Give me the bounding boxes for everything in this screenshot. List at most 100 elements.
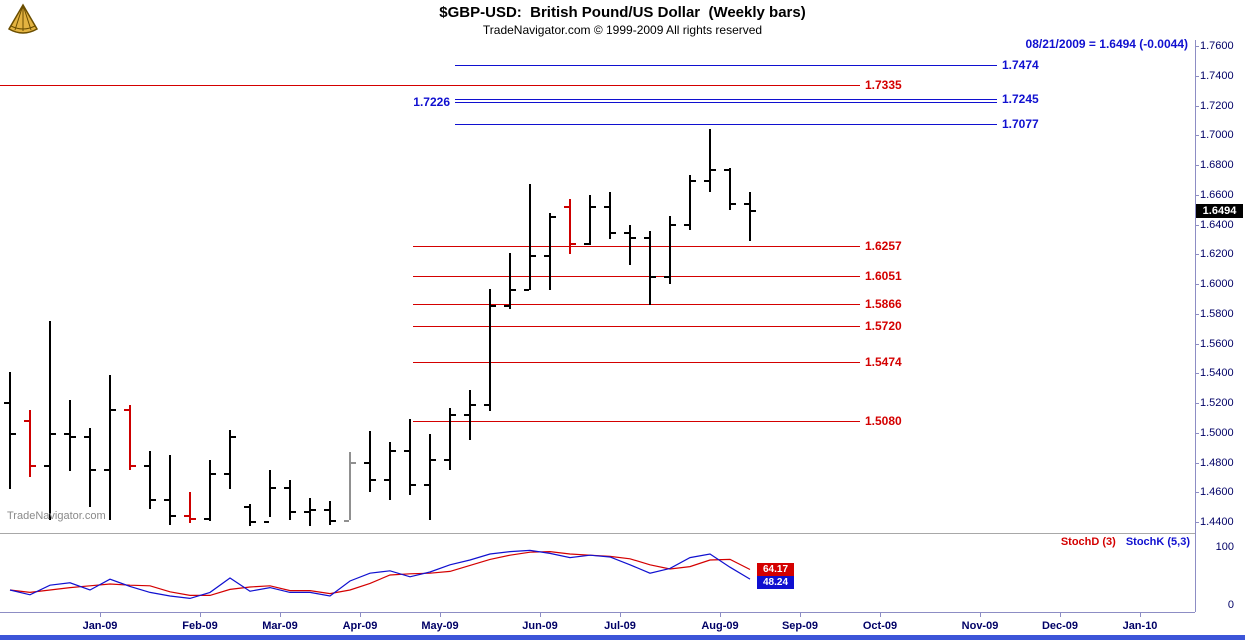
level-price-label: 1.6257 bbox=[865, 238, 902, 253]
close-tick bbox=[271, 486, 276, 489]
open-tick bbox=[484, 403, 489, 406]
projection-line[interactable] bbox=[455, 123, 997, 125]
open-tick bbox=[444, 458, 449, 461]
time-axis-label: Feb-09 bbox=[182, 620, 218, 632]
price-bar bbox=[509, 252, 511, 310]
price-axis-label: 1.5600 bbox=[1200, 337, 1234, 350]
price-bar bbox=[109, 374, 111, 521]
close-tick bbox=[551, 216, 556, 219]
price-axis-tick bbox=[1195, 492, 1199, 494]
level-price-label: 1.7335 bbox=[865, 78, 902, 93]
open-tick bbox=[124, 409, 129, 412]
price-axis-tick bbox=[1195, 165, 1199, 166]
close-tick bbox=[11, 433, 16, 436]
price-bar bbox=[709, 129, 711, 192]
close-tick bbox=[131, 464, 136, 467]
time-axis-tick bbox=[360, 612, 361, 617]
price-bar bbox=[609, 191, 611, 240]
price-axis-tick bbox=[1195, 75, 1199, 77]
open-tick bbox=[364, 461, 369, 464]
price-bar bbox=[349, 452, 351, 521]
price-axis-label: 1.6200 bbox=[1200, 248, 1234, 261]
price-bar bbox=[309, 498, 311, 527]
open-tick bbox=[44, 464, 49, 467]
close-tick bbox=[111, 409, 116, 412]
time-axis-label: May-09 bbox=[421, 620, 459, 632]
price-axis-tick bbox=[1195, 432, 1199, 434]
price-axis-label: 1.4800 bbox=[1200, 456, 1234, 469]
price-bar bbox=[409, 419, 411, 496]
price-bar bbox=[489, 288, 491, 411]
level-price-label: 1.7226 bbox=[413, 94, 450, 109]
projection-line[interactable] bbox=[455, 101, 997, 103]
price-axis-label: 1.7200 bbox=[1200, 99, 1234, 112]
price-bar bbox=[169, 455, 171, 525]
time-axis-label: Sep-09 bbox=[781, 620, 819, 632]
open-tick bbox=[604, 205, 609, 208]
resistance-line[interactable] bbox=[413, 420, 860, 422]
close-tick bbox=[511, 288, 516, 291]
price-axis-tick bbox=[1195, 105, 1199, 107]
close-tick bbox=[351, 461, 356, 464]
close-tick bbox=[631, 236, 636, 239]
close-tick bbox=[591, 205, 596, 208]
time-axis-tick bbox=[620, 612, 621, 617]
open-tick bbox=[244, 506, 249, 509]
chart-title: $GBP-USD: British Pound/US Dollar (Weekl… bbox=[439, 4, 806, 21]
stochk-legend-label[interactable]: StochK (5,3) bbox=[1125, 536, 1190, 548]
open-tick bbox=[304, 510, 309, 513]
time-axis-tick bbox=[200, 612, 201, 617]
time-axis-label: Jul-09 bbox=[604, 620, 636, 632]
close-tick bbox=[751, 209, 756, 212]
resistance-line[interactable] bbox=[413, 276, 860, 278]
close-tick bbox=[431, 458, 436, 461]
open-tick bbox=[144, 464, 149, 467]
level-price-label: 1.5720 bbox=[865, 318, 902, 333]
price-bar bbox=[389, 441, 391, 500]
price-bar bbox=[629, 224, 631, 265]
resistance-line[interactable] bbox=[413, 245, 860, 247]
price-axis-label: 1.5800 bbox=[1200, 307, 1234, 320]
level-price-label: 1.7077 bbox=[1002, 116, 1039, 131]
resistance-line[interactable] bbox=[413, 303, 860, 305]
close-tick bbox=[211, 473, 216, 476]
price-axis-label: 1.6600 bbox=[1200, 188, 1234, 201]
price-bar bbox=[749, 191, 751, 241]
stochk-value-badge: 48.24 bbox=[757, 575, 794, 589]
time-axis-tick bbox=[880, 612, 881, 617]
time-axis-label: Jan-09 bbox=[82, 620, 118, 632]
price-bar bbox=[569, 199, 571, 255]
time-axis-label: Apr-09 bbox=[342, 620, 378, 632]
projection-line[interactable] bbox=[455, 98, 997, 100]
stochastic-panel[interactable] bbox=[0, 533, 1195, 612]
time-axis-label: Jan-10 bbox=[1122, 620, 1158, 632]
price-axis-label: 1.7600 bbox=[1200, 40, 1234, 52]
price-axis-tick bbox=[1195, 254, 1199, 256]
price-axis-tick bbox=[1195, 194, 1199, 196]
close-tick bbox=[71, 436, 76, 439]
close-tick bbox=[191, 518, 196, 520]
close-tick bbox=[151, 498, 156, 501]
resistance-line[interactable] bbox=[0, 85, 860, 87]
price-bar bbox=[189, 492, 191, 524]
price-bar bbox=[149, 450, 151, 509]
price-axis-tick bbox=[1195, 135, 1199, 137]
projection-line[interactable] bbox=[455, 64, 997, 66]
last-quote-readout: 08/21/2009 = 1.6494 (-0.0044) bbox=[1025, 37, 1188, 51]
close-tick bbox=[451, 413, 456, 416]
resistance-line[interactable] bbox=[413, 362, 860, 364]
stoch-panel-divider bbox=[0, 533, 1195, 534]
resistance-line[interactable] bbox=[413, 325, 860, 327]
close-tick bbox=[31, 464, 36, 467]
open-tick bbox=[704, 180, 709, 183]
open-tick bbox=[664, 275, 669, 278]
close-tick bbox=[311, 509, 316, 512]
price-bar bbox=[129, 404, 131, 470]
level-price-label: 1.5474 bbox=[865, 355, 902, 370]
time-axis-tick bbox=[100, 612, 101, 617]
close-tick bbox=[331, 519, 336, 522]
close-tick bbox=[611, 232, 616, 235]
stochd-legend-label[interactable]: StochD (3) bbox=[1060, 536, 1116, 548]
